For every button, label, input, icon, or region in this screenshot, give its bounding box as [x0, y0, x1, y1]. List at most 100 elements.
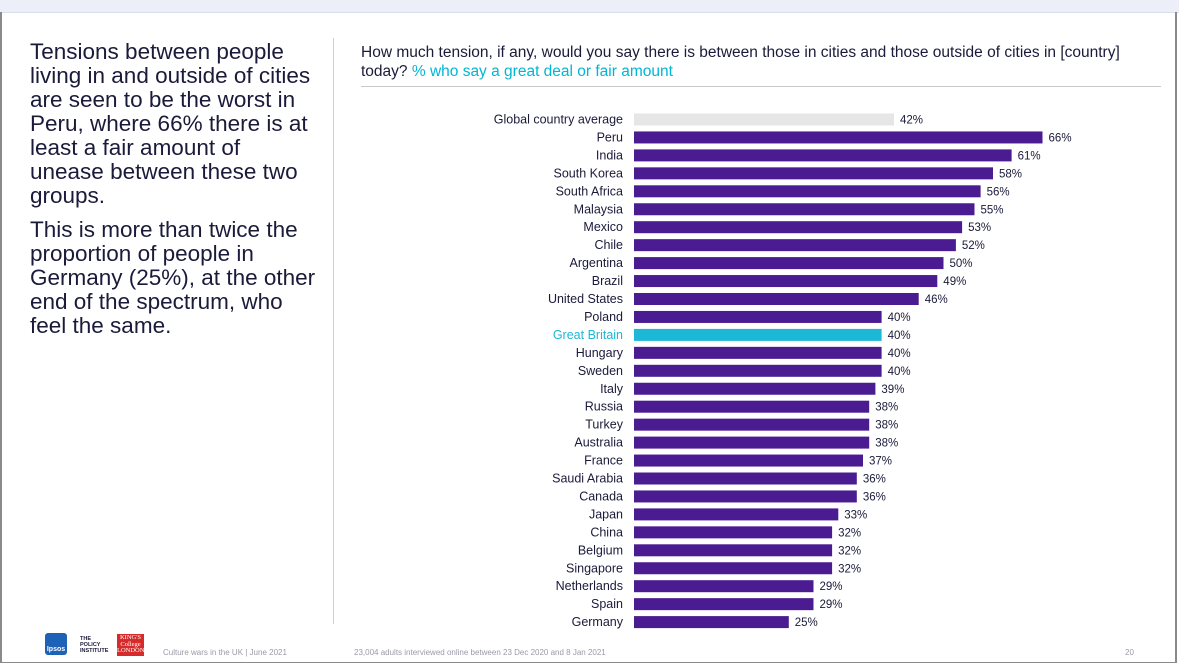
- value-label: 32%: [838, 527, 861, 539]
- bar: [634, 167, 993, 180]
- value-label: 61%: [1018, 150, 1041, 162]
- summary-paragraph-2: This is more than twice the proportion o…: [30, 217, 316, 338]
- category-label: Great Britain: [553, 328, 623, 342]
- bar: [634, 616, 789, 629]
- bar: [634, 598, 814, 611]
- value-label: 32%: [838, 563, 861, 575]
- bar: [634, 490, 857, 503]
- category-label: Chile: [595, 238, 624, 252]
- value-label: 52%: [962, 240, 985, 252]
- category-label: Hungary: [576, 346, 624, 360]
- bar: [634, 310, 882, 323]
- value-label: 25%: [795, 617, 818, 629]
- category-label: Netherlands: [556, 579, 623, 593]
- policy-logo-line: INSTITUTE: [80, 648, 109, 654]
- category-label: China: [590, 525, 623, 539]
- category-label: India: [596, 148, 623, 162]
- value-label: 38%: [875, 438, 898, 450]
- kings-college-logo: KING'S College LONDON: [117, 634, 144, 656]
- value-label: 66%: [1049, 132, 1072, 144]
- category-label: Japan: [589, 507, 623, 521]
- bar: [634, 400, 870, 413]
- chart-title-main: How much tension, if any, would you say …: [361, 44, 1120, 80]
- value-label: 32%: [838, 545, 861, 557]
- value-label: 39%: [881, 384, 904, 396]
- value-label: 40%: [888, 330, 911, 342]
- bar: [634, 149, 1012, 162]
- category-label: Italy: [600, 382, 624, 396]
- bar: [634, 562, 833, 575]
- value-label: 40%: [888, 348, 911, 360]
- category-label: Argentina: [569, 256, 623, 270]
- category-label: Belgium: [578, 543, 623, 557]
- bar: [634, 185, 981, 198]
- page-number: 20: [1125, 648, 1134, 657]
- value-label: 37%: [869, 456, 892, 468]
- value-label: 40%: [888, 312, 911, 324]
- footer-source: Culture wars in the UK | June 2021: [163, 648, 287, 657]
- slide-frame: [0, 12, 1177, 663]
- category-label: Australia: [574, 436, 623, 450]
- bar: [634, 328, 882, 341]
- bar: [634, 418, 870, 431]
- chart-title-highlight: % who say a great deal or fair amount: [411, 63, 673, 80]
- bar: [634, 221, 963, 234]
- vertical-divider: [333, 38, 334, 624]
- value-label: 58%: [999, 168, 1022, 180]
- category-label: Turkey: [585, 418, 623, 432]
- bar: [634, 113, 894, 126]
- category-label: United States: [548, 292, 623, 306]
- bar: [634, 436, 870, 449]
- bar: [634, 382, 876, 395]
- value-label: 40%: [888, 366, 911, 378]
- policy-logo-line: THE: [80, 636, 91, 642]
- bar: [634, 275, 938, 288]
- bar: [634, 364, 882, 377]
- category-label: Russia: [585, 400, 623, 414]
- value-label: 36%: [863, 474, 886, 486]
- category-label: Canada: [579, 489, 623, 503]
- category-label: Peru: [597, 130, 623, 144]
- value-label: 29%: [820, 599, 843, 611]
- value-label: 42%: [900, 115, 923, 127]
- value-label: 55%: [980, 204, 1003, 216]
- category-label: Poland: [584, 310, 623, 324]
- category-label: Saudi Arabia: [552, 472, 623, 486]
- value-label: 53%: [968, 222, 991, 234]
- summary-paragraph-1: Tensions between people living in and ou…: [30, 39, 311, 208]
- chart-title: How much tension, if any, would you say …: [361, 43, 1151, 81]
- value-label: 36%: [863, 491, 886, 503]
- top-band: [0, 0, 1179, 13]
- value-label: 56%: [987, 186, 1010, 198]
- category-label: Spain: [591, 597, 623, 611]
- bar: [634, 526, 833, 539]
- kings-logo-line: College: [120, 640, 141, 648]
- footer-sample: 23,004 adults interviewed online between…: [354, 648, 606, 657]
- value-label: 38%: [875, 402, 898, 414]
- category-label: Malaysia: [574, 202, 623, 216]
- bar: [634, 131, 1043, 144]
- summary-text: Tensions between people living in and ou…: [30, 40, 320, 348]
- bar: [634, 472, 857, 485]
- category-label: Global country average: [494, 113, 623, 127]
- policy-logo-line: POLICY: [80, 642, 101, 648]
- bar: [634, 239, 956, 252]
- policy-institute-logo: THE POLICY INSTITUTE: [80, 636, 108, 654]
- bar: [634, 257, 944, 270]
- bar: [634, 580, 814, 593]
- value-label: 46%: [925, 294, 948, 306]
- category-label: Singapore: [566, 561, 623, 575]
- category-label: Brazil: [592, 274, 623, 288]
- title-rule: [361, 86, 1161, 87]
- value-label: 49%: [943, 276, 966, 288]
- bar: [634, 346, 882, 359]
- kings-logo-line: LONDON: [117, 647, 145, 655]
- value-label: 29%: [820, 581, 843, 593]
- value-label: 33%: [844, 509, 867, 521]
- bar: [634, 508, 839, 521]
- category-label: Germany: [572, 615, 624, 629]
- bar: [634, 293, 919, 305]
- value-label: 38%: [875, 420, 898, 432]
- ipsos-logo: Ipsos: [45, 633, 67, 655]
